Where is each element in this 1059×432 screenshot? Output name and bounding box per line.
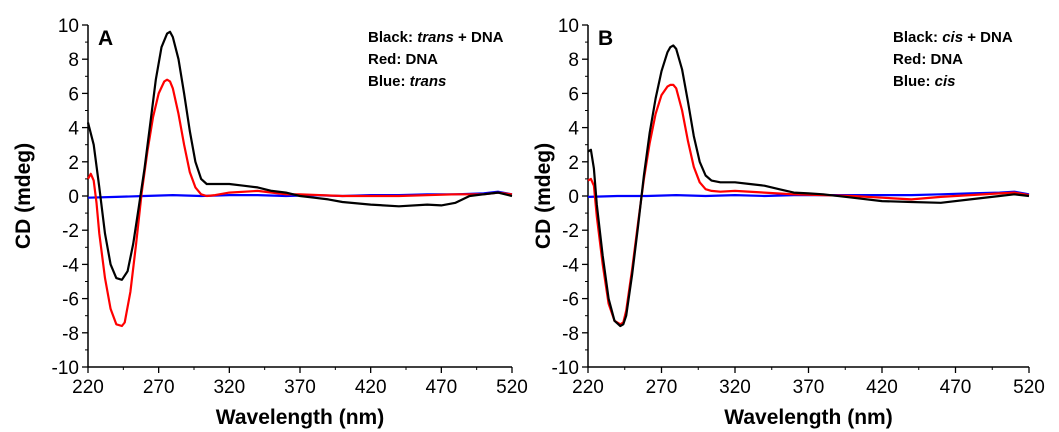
legend-prefix: Black: [893, 29, 942, 46]
y-tick-label: -10 [52, 358, 79, 379]
legend-prefix: Red: [368, 51, 406, 68]
y-tick-label: 2 [68, 153, 79, 174]
y-tick-label: 4 [68, 119, 79, 140]
legend-suffix: + DNA [963, 29, 1013, 46]
y-tick-label: -6 [62, 290, 79, 311]
legend-entry: Blue: cis [893, 73, 956, 90]
x-tick-label: 220 [572, 377, 604, 398]
legend-entry: Red: DNA [368, 51, 438, 68]
panel-label: A [98, 27, 113, 50]
y-tick-label: -4 [562, 255, 579, 276]
legend-compound: cis [942, 29, 963, 46]
x-tick-label: 370 [793, 377, 825, 398]
y-tick-label: 10 [558, 16, 579, 37]
legend-compound: cis [935, 73, 956, 90]
legend-entry: Red: DNA [893, 51, 963, 68]
x-tick-label: 470 [940, 377, 972, 398]
series-line [587, 83, 1030, 326]
x-tick-label: 220 [72, 377, 104, 398]
legend-suffix: + DNA [454, 29, 504, 46]
x-tick-label: 320 [719, 377, 751, 398]
y-tick-label: 8 [68, 50, 79, 71]
x-axis-title: Wavelength (nm) [724, 406, 892, 429]
legend-suffix: DNA [931, 51, 964, 68]
legend-compound: trans [417, 29, 454, 46]
y-tick-label: -6 [562, 290, 579, 311]
panel-a: -10 -8 -6 -4 -2 0 2 4 6 8 10 220 270 320 370 420 470 520 W… [12, 16, 528, 429]
y-axis-title: CD (mdeg) [12, 143, 35, 249]
y-axis-title: CD (mdeg) [532, 143, 555, 249]
x-tick-label: 520 [1013, 377, 1045, 398]
x-tick-label: 520 [496, 377, 528, 398]
y-tick-label: 4 [568, 119, 579, 140]
y-tick-label: 10 [58, 16, 79, 37]
y-tick-label: 0 [568, 187, 579, 208]
legend-entry: Black: cis + DNA [893, 29, 1013, 46]
y-tick-label: 0 [68, 187, 79, 208]
y-tick-label: -8 [62, 324, 79, 345]
x-tick-label: 320 [213, 377, 245, 398]
y-tick-label: -2 [562, 221, 579, 242]
y-tick-label: 6 [568, 84, 579, 105]
series-line [87, 78, 513, 328]
y-tick-label: -10 [552, 358, 579, 379]
y-tick-label: -2 [62, 221, 79, 242]
legend-entry: Blue: trans [368, 73, 446, 90]
legend-prefix: Blue: [893, 73, 935, 90]
x-tick-label: 420 [355, 377, 387, 398]
y-tick-label: -4 [62, 255, 79, 276]
legend-suffix: DNA [406, 51, 439, 68]
panel-label: B [598, 27, 613, 50]
x-tick-label: 270 [646, 377, 678, 398]
legend-prefix: Blue: [368, 73, 410, 90]
y-tick-label: 2 [568, 153, 579, 174]
legend-prefix: Black: [368, 29, 417, 46]
legend-compound: trans [410, 73, 447, 90]
series-line [86, 30, 513, 281]
panel-b: -10 -8 -6 -4 -2 0 2 4 6 8 10 220 270 320 370 420 470 520 W… [532, 16, 1045, 429]
x-tick-label: 470 [425, 377, 457, 398]
x-tick-label: 420 [866, 377, 898, 398]
x-tick-label: 270 [143, 377, 175, 398]
y-tick-label: -8 [562, 324, 579, 345]
legend-prefix: Red: [893, 51, 931, 68]
x-tick-label: 370 [284, 377, 316, 398]
y-tick-label: 8 [568, 50, 579, 71]
x-axis-title: Wavelength (nm) [216, 406, 384, 429]
series-line [587, 44, 1030, 328]
y-tick-label: 6 [68, 84, 79, 105]
legend-entry: Black: trans + DNA [368, 29, 504, 46]
